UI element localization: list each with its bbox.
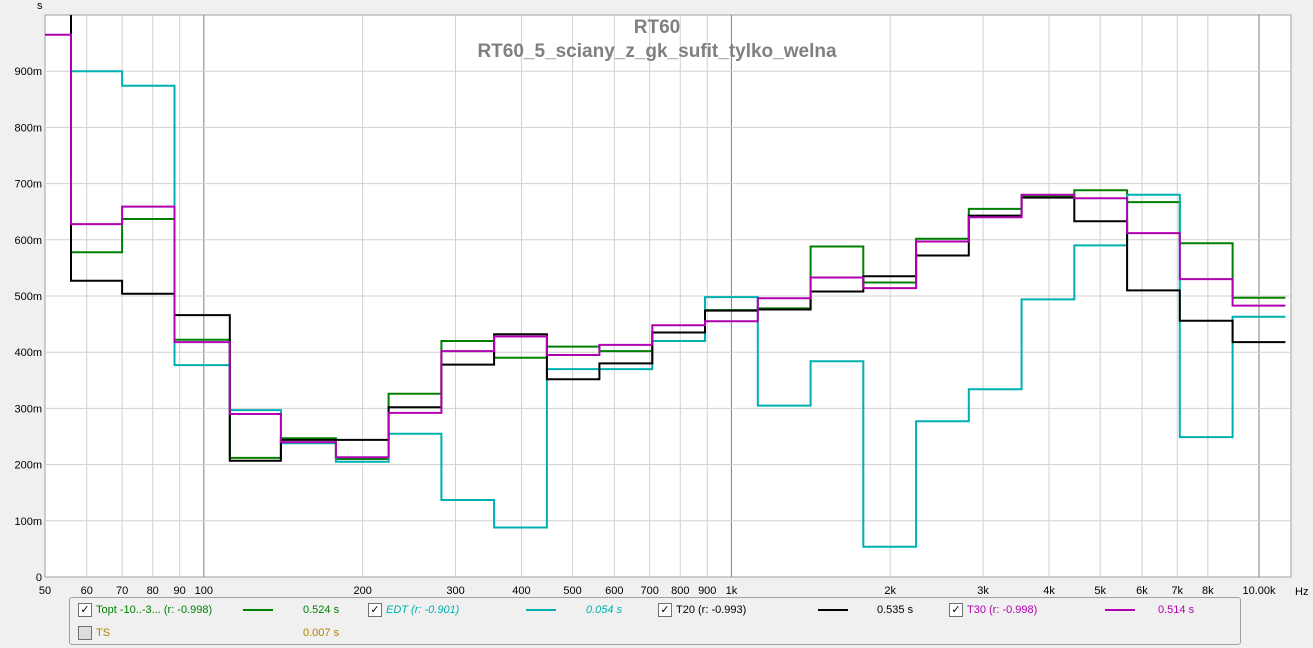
x-tick-label: 900	[698, 585, 716, 597]
y-tick-labels: 0 100m 200m 300m 400m 500m 600m 700m 800m 900m	[14, 66, 42, 584]
x-tick-label: 600	[605, 585, 623, 597]
x-tick-label: 50	[39, 585, 51, 597]
y-tick-label: 400m	[14, 347, 42, 359]
x-tick-label: 100	[195, 585, 213, 597]
legend-label-t20: T20 (r: -0.993)	[676, 604, 747, 616]
x-tick-labels: 50 60 70 80 90 100 200 300 400 500 600 700 800 900 1k 2…	[39, 585, 1276, 597]
x-tick-label: 5k	[1094, 585, 1106, 597]
rt60-chart[interactable]: 50 60 70 80 90 100 200 300 400 500 600 700 800 900 1k 2…	[0, 0, 1313, 597]
legend-item-t30[interactable]: ✓ T30 (r: -0.998) 0.514 s	[949, 601, 1219, 619]
x-unit-label: Hz	[1295, 586, 1308, 597]
y-tick-label: 100m	[14, 516, 42, 528]
legend-checkbox-t20[interactable]: ✓	[658, 603, 672, 617]
series-group	[45, 15, 1286, 548]
chart-title: RT60	[634, 17, 680, 38]
x-tick-label: 70	[116, 585, 128, 597]
legend-item-ts[interactable]: TS 0.007 s	[78, 624, 348, 642]
x-tick-label: 800	[671, 585, 689, 597]
legend-item-edt[interactable]: ✓ EDT (r: -0.901) 0.054 s	[368, 601, 638, 619]
y-tick-label: 200m	[14, 460, 42, 472]
grid-lines	[45, 15, 1291, 577]
x-tick-label: 500	[563, 585, 581, 597]
legend-item-topt[interactable]: ✓ Topt -10..-3... (r: -0.998) 0.524 s	[78, 601, 348, 619]
legend-checkbox-edt[interactable]: ✓	[368, 603, 382, 617]
series-line-edt	[70, 15, 1286, 548]
y-tick-label: 900m	[14, 66, 42, 78]
y-tick-label: 700m	[14, 179, 42, 191]
x-tick-label: 10.00k	[1242, 585, 1276, 597]
x-tick-label: 7k	[1171, 585, 1183, 597]
x-tick-label: 3k	[977, 585, 989, 597]
legend-label-ts: TS	[96, 627, 111, 639]
y-tick-label: 800m	[14, 122, 42, 134]
x-tick-label: 2k	[884, 585, 896, 597]
legend-label-edt: EDT (r: -0.901)	[386, 604, 460, 616]
chart-subtitle: RT60_5_sciany_z_gk_sufit_tylko_welna	[477, 41, 837, 62]
legend-swatch-t20	[818, 609, 848, 611]
x-tick-label: 80	[147, 585, 159, 597]
y-tick-label: 500m	[14, 291, 42, 303]
series-line-t30	[45, 33, 1286, 459]
x-tick-label: 700	[640, 585, 658, 597]
legend-value-t30: 0.514 s	[1158, 604, 1195, 616]
x-tick-label: 300	[446, 585, 464, 597]
x-tick-label: 8k	[1202, 585, 1214, 597]
legend-checkbox-t30[interactable]: ✓	[949, 603, 963, 617]
legend-checkbox-topt[interactable]: ✓	[78, 603, 92, 617]
x-tick-label: 90	[174, 585, 186, 597]
legend-value-edt: 0.054 s	[586, 604, 623, 616]
series-line-t20	[70, 15, 1286, 462]
x-tick-label: 200	[353, 585, 371, 597]
y-tick-label: 0	[36, 572, 42, 584]
legend-label-t30: T30 (r: -0.998)	[967, 604, 1038, 616]
legend-item-t20[interactable]: ✓ T20 (r: -0.993) 0.535 s	[658, 601, 928, 619]
x-tick-label: 1k	[726, 585, 738, 597]
y-unit-label: s	[37, 0, 43, 12]
legend-swatch-t30	[1105, 609, 1135, 611]
x-tick-label: 60	[81, 585, 93, 597]
legend-panel: ✓ Topt -10..-3... (r: -0.998) 0.524 s ✓ …	[69, 597, 1241, 645]
legend-value-ts: 0.007 s	[303, 627, 340, 639]
legend-label-topt: Topt -10..-3... (r: -0.998)	[96, 604, 213, 616]
legend-checkbox-ts[interactable]	[78, 626, 92, 640]
legend-swatch-topt	[243, 609, 273, 611]
y-tick-label: 600m	[14, 235, 42, 247]
legend-swatch-edt	[526, 609, 556, 611]
x-tick-label: 6k	[1136, 585, 1148, 597]
y-tick-label: 300m	[14, 403, 42, 415]
legend-value-topt: 0.524 s	[303, 604, 340, 616]
x-tick-label: 4k	[1043, 585, 1055, 597]
x-tick-label: 400	[512, 585, 530, 597]
legend-value-t20: 0.535 s	[877, 604, 914, 616]
